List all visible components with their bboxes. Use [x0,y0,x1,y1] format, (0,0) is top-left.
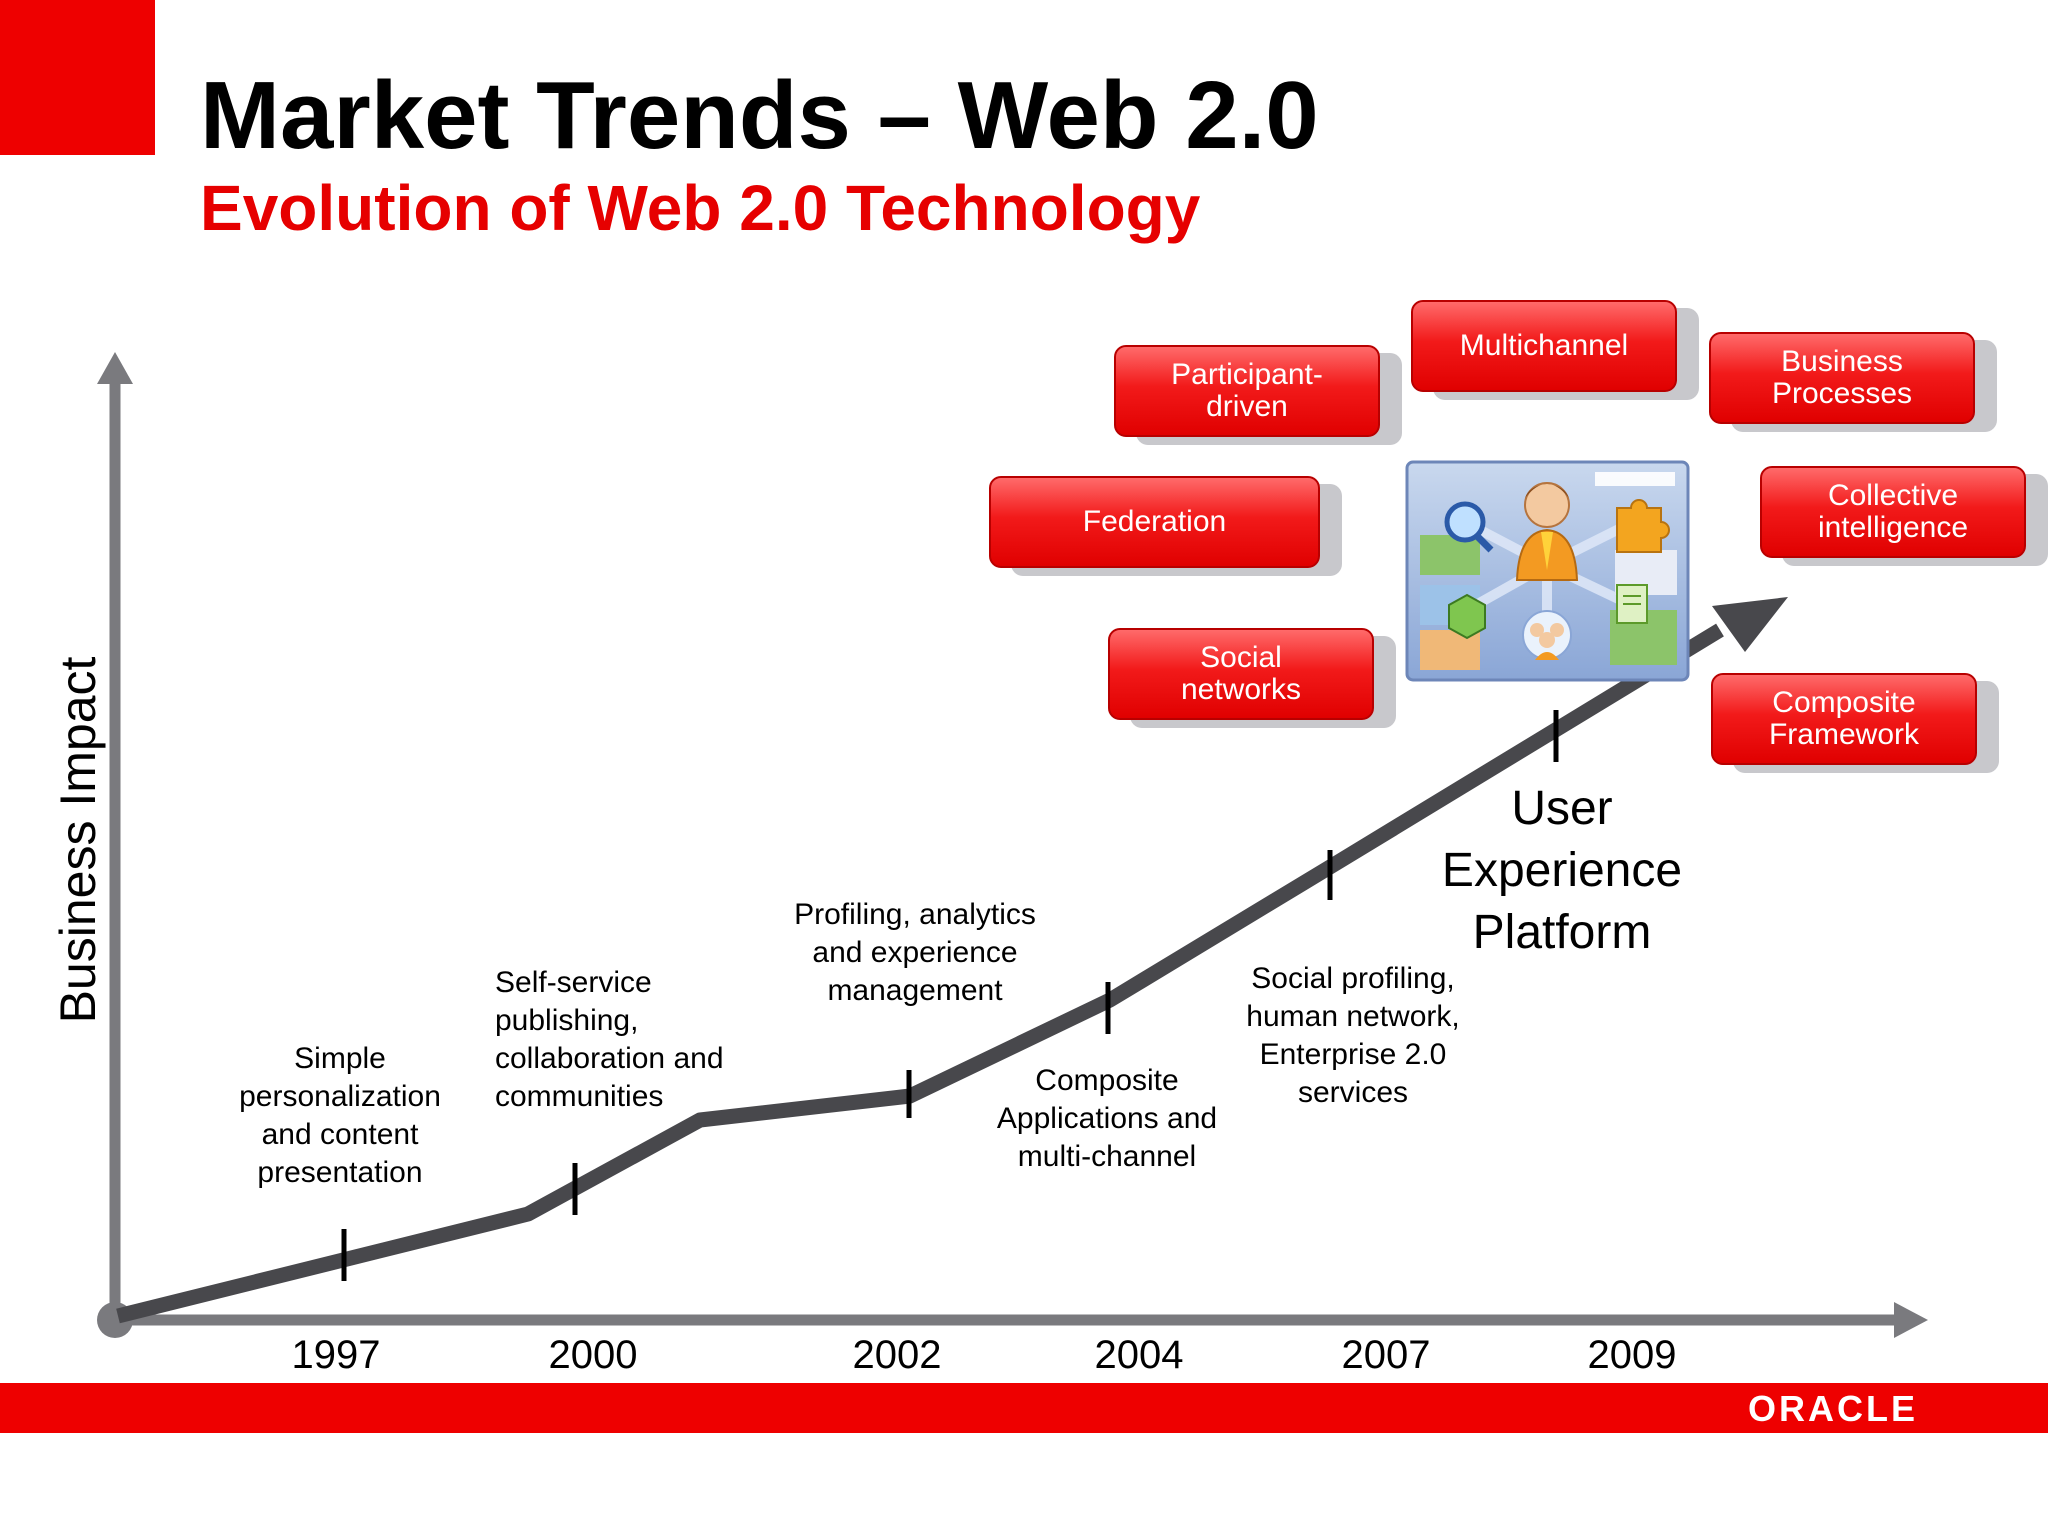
y-axis-label: Business Impact [50,656,106,1024]
footer-bar [0,1383,2048,1433]
year-label: 2007 [1341,1333,1431,1377]
year-label: 2009 [1587,1333,1677,1377]
annotation-2004: Composite Applications and multi-channel [996,1064,1218,1173]
pill-business-processes: Business Processes [1709,332,1975,424]
pill-multichannel: Multichannel [1411,300,1677,392]
pill-social-networks: Social networks [1108,628,1374,720]
annotation-2007: Social profiling, human network, Enterpris… [1246,962,1460,1109]
corner-accent-block [0,0,155,155]
user-experience-platform-label: User Experience Platform [1441,782,1683,959]
year-label: 2000 [548,1333,638,1377]
pill-federation: Federation [989,476,1320,568]
trend-arrowhead [1712,597,1788,652]
year-label: 1997 [291,1333,381,1377]
pill-collective-intelligence: Collective intelligence [1760,466,2026,558]
year-label: 2004 [1094,1333,1184,1377]
annotation-2002: Profiling, analytics and experience manage… [794,898,1036,1007]
y-axis-arrowhead [97,352,133,384]
user-experience-platform-icon [1405,460,1690,682]
pill-participant-driven: Participant-driven [1114,345,1380,437]
oracle-logo: ORACLE [1748,1388,1918,1429]
page-title: Market Trends – Web 2.0 [200,62,1319,169]
x-axis-arrowhead [1894,1302,1928,1338]
annotation-1997: Simple personalization and content presenta… [239,1042,441,1189]
year-label: 2002 [852,1333,942,1377]
pill-composite-framework: Composite Framework [1711,673,1977,765]
page-subtitle: Evolution of Web 2.0 Technology [200,172,1201,244]
annotation-2000: Self-service publishing, collaboration and… [495,966,724,1113]
